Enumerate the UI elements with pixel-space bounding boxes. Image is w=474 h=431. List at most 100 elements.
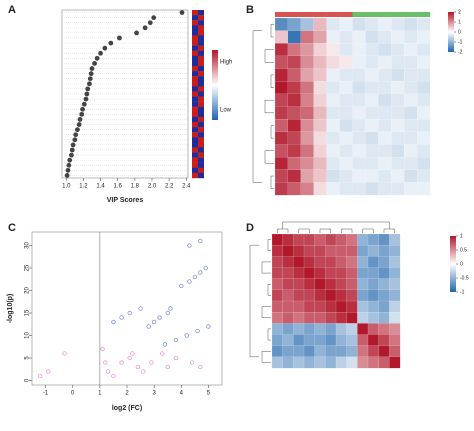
point xyxy=(105,369,111,374)
heat-cell xyxy=(271,289,283,302)
heat-cell xyxy=(326,55,340,69)
heat-cell xyxy=(391,81,405,95)
point xyxy=(119,315,124,320)
x-axis-title: log2 (FC) xyxy=(112,405,142,412)
heat-cell xyxy=(326,68,340,82)
group-cell xyxy=(198,66,204,72)
heat-cell xyxy=(357,356,369,369)
heat-cell xyxy=(346,245,358,257)
group-bar xyxy=(391,12,405,17)
heat-cell xyxy=(365,17,379,31)
dot xyxy=(72,137,78,143)
heat-cell xyxy=(357,256,369,268)
dot xyxy=(179,10,185,15)
group-cell xyxy=(192,137,198,143)
group-cell xyxy=(192,81,198,87)
x-tick-label: 5 xyxy=(207,391,211,397)
heat-cell xyxy=(389,233,401,246)
heat-cell xyxy=(404,169,418,183)
group-cell xyxy=(192,111,198,118)
heat-cell xyxy=(367,334,379,346)
group-cell xyxy=(192,147,198,153)
group-cell xyxy=(198,91,204,97)
colorbar-label: 0 xyxy=(458,29,461,35)
point xyxy=(173,355,179,361)
heat-cell xyxy=(378,267,390,279)
heat-cell xyxy=(314,245,326,257)
heat-cell xyxy=(287,106,302,120)
heat-cell xyxy=(287,68,302,82)
colorbar-label: 2 xyxy=(458,9,461,15)
heat-cell xyxy=(339,17,353,31)
heat-cell xyxy=(271,233,283,246)
heat-cell xyxy=(287,144,302,158)
heat-cell xyxy=(378,30,392,44)
group-cell xyxy=(192,157,198,163)
heat-cell xyxy=(391,30,405,44)
heat-cell xyxy=(300,68,315,82)
heat-cell xyxy=(326,169,340,183)
heat-cell xyxy=(367,300,379,313)
heat-cell xyxy=(271,267,283,279)
group-cell xyxy=(192,20,198,26)
heat-cell xyxy=(303,278,315,291)
colorbar-label: 0 xyxy=(460,261,463,267)
group-cell xyxy=(198,81,204,87)
heat-cell xyxy=(293,256,305,268)
heat-cell xyxy=(287,131,302,145)
heat-cell xyxy=(271,323,283,335)
heat-cell xyxy=(326,17,340,31)
heat-cell xyxy=(271,312,283,324)
heat-cell xyxy=(365,43,379,57)
y-tick-label: 20 xyxy=(25,287,31,294)
heat-cell xyxy=(300,81,315,95)
x-tick-label: 1.6 xyxy=(114,184,123,190)
group-bar xyxy=(275,12,289,17)
x-tick-label: 2.2 xyxy=(165,184,174,190)
group-cell xyxy=(192,122,198,128)
heat-cell xyxy=(352,81,366,95)
x-tick-label: 1.4 xyxy=(96,184,105,190)
heat-cell xyxy=(293,289,305,302)
heat-cell xyxy=(313,55,327,69)
heat-cell xyxy=(335,323,347,335)
heat-cell xyxy=(274,93,289,107)
heat-cell xyxy=(325,323,337,335)
heat-cell xyxy=(346,289,358,302)
heat-cell xyxy=(287,156,302,170)
heat-cell xyxy=(357,334,369,346)
heat-cell xyxy=(367,312,379,324)
heat-cell xyxy=(300,144,315,158)
heat-cell xyxy=(357,289,369,302)
heat-cell xyxy=(391,55,405,69)
dot xyxy=(88,71,94,77)
heat-cell xyxy=(282,312,294,324)
heat-cell xyxy=(314,312,326,324)
heat-cell xyxy=(391,156,405,170)
heat-cell xyxy=(325,256,337,268)
group-cell xyxy=(192,10,198,16)
group-cell xyxy=(198,25,204,31)
dot xyxy=(117,35,122,41)
point xyxy=(187,243,192,248)
y-tick-label: 15 xyxy=(25,309,31,316)
y-tick-label: 0 xyxy=(25,378,31,382)
heat-cell xyxy=(314,233,326,246)
colorbar-label: -0.5 xyxy=(460,275,469,281)
group-bar xyxy=(352,12,366,17)
heat-cell xyxy=(313,156,327,170)
heat-cell xyxy=(293,233,305,246)
heat-cell xyxy=(352,131,366,145)
dot xyxy=(151,15,157,21)
heat-cell xyxy=(282,345,294,358)
legend-low: Low xyxy=(220,108,232,114)
heat-cell xyxy=(274,156,289,170)
heat-cell xyxy=(417,169,431,183)
heat-cell xyxy=(391,43,405,57)
heat-cell xyxy=(346,334,358,346)
heat-cell xyxy=(326,182,340,196)
heat-cell xyxy=(282,356,294,369)
heat-cell xyxy=(313,43,327,57)
heat-cell xyxy=(303,289,315,302)
group-cell xyxy=(192,76,198,82)
